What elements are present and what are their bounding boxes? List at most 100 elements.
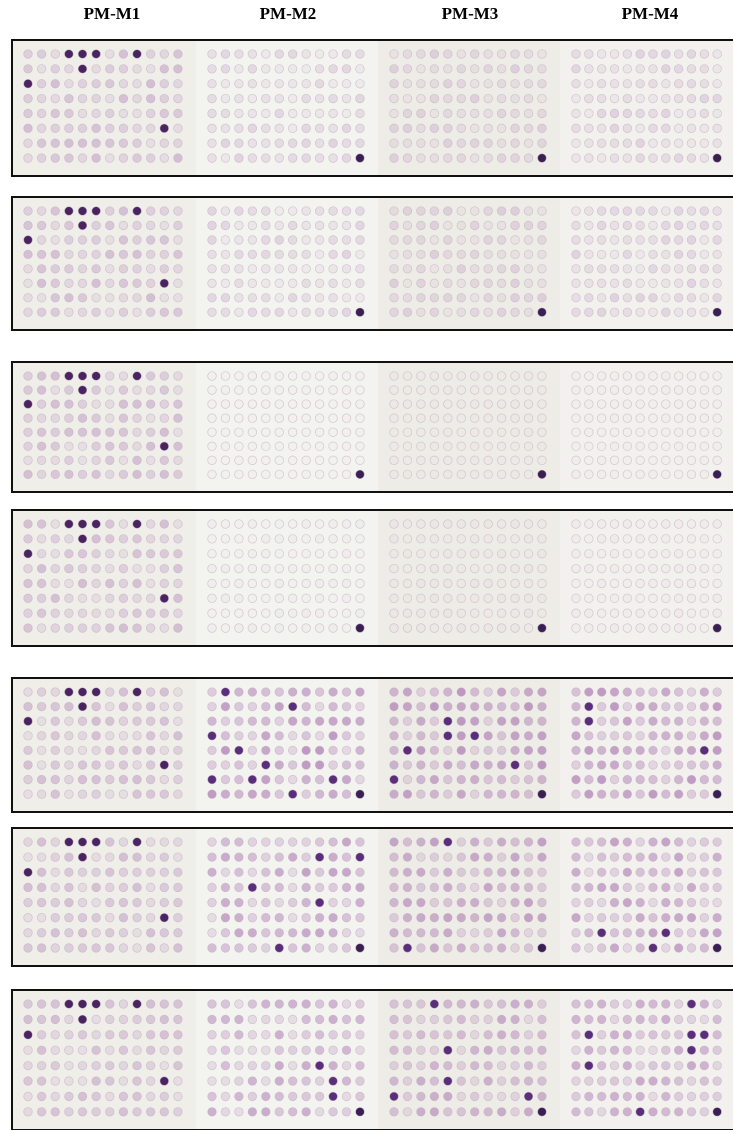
well — [24, 236, 33, 245]
well — [302, 775, 311, 784]
well — [687, 414, 696, 423]
well — [674, 535, 683, 544]
well — [302, 731, 311, 740]
well — [497, 265, 506, 274]
well — [329, 1092, 338, 1101]
well — [51, 761, 60, 770]
well — [403, 1061, 412, 1070]
well — [674, 236, 683, 245]
well — [390, 124, 399, 133]
well — [160, 1092, 169, 1101]
well — [208, 883, 217, 892]
well — [538, 535, 547, 544]
well — [288, 549, 297, 558]
well — [636, 1000, 645, 1009]
well — [288, 442, 297, 451]
well — [174, 944, 183, 953]
well — [119, 442, 128, 451]
well — [417, 250, 426, 259]
well — [329, 79, 338, 88]
well — [92, 624, 101, 633]
well — [248, 386, 257, 395]
well — [160, 564, 169, 573]
well — [288, 535, 297, 544]
well — [78, 898, 87, 907]
well — [610, 372, 619, 381]
well — [235, 50, 244, 59]
well — [700, 414, 709, 423]
well — [538, 236, 547, 245]
well — [430, 124, 439, 133]
well — [524, 520, 533, 529]
well — [649, 386, 658, 395]
well — [24, 1061, 33, 1070]
well — [51, 1015, 60, 1024]
well — [78, 293, 87, 302]
well — [524, 775, 533, 784]
well — [65, 456, 74, 465]
well — [403, 400, 412, 409]
well — [610, 594, 619, 603]
well — [235, 414, 244, 423]
well — [417, 944, 426, 953]
well — [610, 746, 619, 755]
well — [92, 221, 101, 230]
well — [417, 761, 426, 770]
well — [497, 109, 506, 118]
well — [572, 79, 581, 88]
well — [119, 94, 128, 103]
well — [700, 1031, 709, 1040]
well — [146, 717, 155, 726]
well — [484, 1000, 493, 1009]
well — [674, 853, 683, 862]
well — [662, 386, 671, 395]
well — [470, 265, 479, 274]
well — [235, 456, 244, 465]
well — [119, 386, 128, 395]
well — [524, 913, 533, 922]
well — [623, 1061, 632, 1070]
well — [417, 456, 426, 465]
well — [78, 124, 87, 133]
well — [687, 221, 696, 230]
well — [687, 1015, 696, 1024]
well — [623, 898, 632, 907]
well — [417, 470, 426, 479]
well — [585, 883, 594, 892]
well — [572, 372, 581, 381]
well — [649, 94, 658, 103]
well — [174, 236, 183, 245]
well — [497, 414, 506, 423]
well — [470, 1015, 479, 1024]
well — [585, 79, 594, 88]
well — [484, 456, 493, 465]
well — [687, 564, 696, 573]
well — [713, 868, 722, 877]
well — [208, 1077, 217, 1086]
well — [390, 1092, 399, 1101]
well — [585, 456, 594, 465]
well — [390, 207, 399, 216]
well — [636, 250, 645, 259]
well — [674, 746, 683, 755]
well — [636, 702, 645, 711]
well — [302, 442, 311, 451]
well — [484, 702, 493, 711]
well — [37, 65, 46, 74]
well — [235, 1061, 244, 1070]
well — [687, 139, 696, 148]
well — [37, 414, 46, 423]
well — [497, 579, 506, 588]
well — [37, 929, 46, 938]
well — [457, 1077, 466, 1086]
well — [105, 594, 114, 603]
well — [417, 1015, 426, 1024]
well — [356, 838, 365, 847]
well — [623, 124, 632, 133]
well — [470, 790, 479, 799]
well — [174, 265, 183, 274]
well — [700, 308, 709, 317]
well — [119, 414, 128, 423]
well — [262, 236, 271, 245]
well — [262, 1015, 271, 1024]
